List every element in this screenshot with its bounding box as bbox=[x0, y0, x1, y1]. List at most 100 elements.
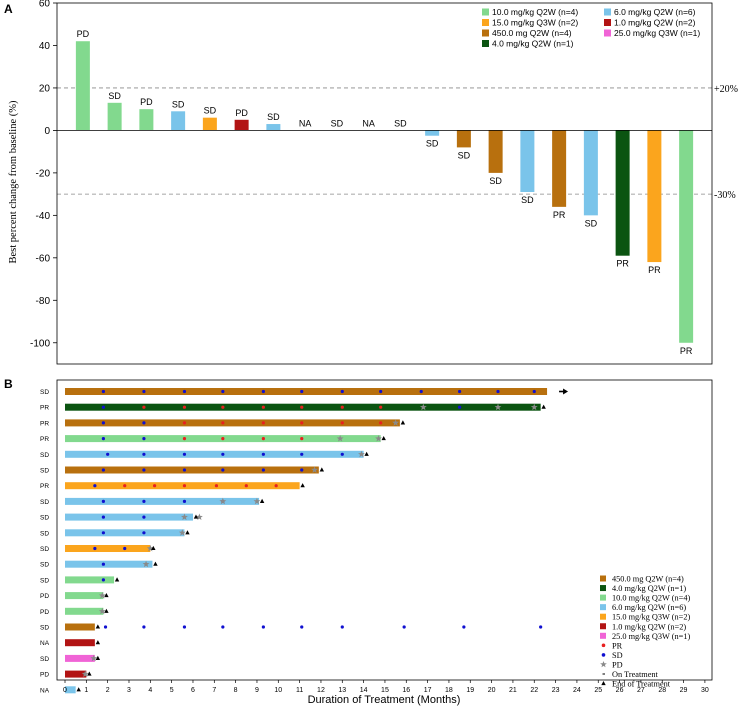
pd-star-marker bbox=[419, 403, 427, 411]
pr-marker bbox=[182, 405, 187, 409]
legend-swatch bbox=[600, 613, 606, 620]
panel-b-xtick-label: 25 bbox=[594, 687, 602, 694]
bar-label: SD bbox=[331, 118, 344, 128]
sd-marker bbox=[182, 468, 187, 472]
pr-marker bbox=[261, 421, 265, 425]
pr-marker bbox=[221, 437, 225, 441]
bar-label: SD bbox=[394, 118, 407, 128]
legend-label: 450.0 mg Q2W (n=4) bbox=[492, 28, 572, 38]
sd-marker bbox=[123, 546, 127, 551]
sd-marker bbox=[340, 452, 344, 456]
sd-marker bbox=[142, 389, 146, 394]
bar bbox=[552, 130, 567, 207]
pd-star-marker bbox=[494, 403, 502, 411]
pr-marker bbox=[244, 484, 248, 488]
end-of-treatment-marker bbox=[151, 545, 156, 551]
row-label: SD bbox=[40, 656, 49, 663]
bar-label: PR bbox=[616, 259, 629, 269]
pr-marker bbox=[379, 421, 383, 425]
pr-marker bbox=[340, 421, 344, 425]
panel-b-xtick-label: 26 bbox=[616, 687, 624, 694]
bar bbox=[139, 109, 154, 131]
pd-star-marker bbox=[375, 435, 382, 442]
sd-marker bbox=[300, 468, 304, 472]
bar-label: SD bbox=[489, 176, 502, 186]
pr-marker bbox=[261, 437, 265, 441]
panel-a-ytick-label: -80 bbox=[36, 296, 51, 307]
sd-marker bbox=[221, 452, 225, 456]
panel-a-ytick-label: -60 bbox=[36, 253, 51, 264]
sd-marker bbox=[182, 389, 187, 394]
sd-marker bbox=[300, 625, 304, 629]
bar-label: PR bbox=[648, 265, 661, 275]
legend-swatch bbox=[600, 623, 606, 630]
panel-b-xtick-label: 18 bbox=[445, 687, 453, 694]
end-of-treatment-marker bbox=[319, 467, 325, 472]
panel-b-xtick-label: 11 bbox=[296, 687, 303, 694]
bar-label: PD bbox=[235, 108, 248, 118]
row-label: SD bbox=[40, 452, 49, 459]
sd-marker bbox=[261, 625, 265, 629]
pd-star-marker bbox=[142, 560, 150, 568]
legend-swatch bbox=[600, 594, 606, 601]
row-label: SD bbox=[40, 468, 49, 475]
bar-label: SD bbox=[521, 195, 534, 205]
pd-star-marker bbox=[90, 654, 98, 662]
bar-label: SD bbox=[458, 150, 471, 160]
panel-b-xtick-label: 29 bbox=[680, 687, 688, 694]
legend-label: 4.0 mg/kg Q2W (n=1) bbox=[612, 584, 686, 593]
legend-label: 15.0 mg/kg Q3W (n=2) bbox=[612, 613, 691, 622]
sd-marker bbox=[221, 389, 225, 394]
pr-marker bbox=[123, 484, 127, 488]
treatment-bar bbox=[65, 686, 76, 694]
end-of-treatment-marker bbox=[381, 436, 386, 441]
bar-label: PR bbox=[553, 210, 566, 220]
sd-marker bbox=[142, 437, 146, 441]
legend-swatch bbox=[604, 8, 611, 16]
legend-label: 450.0 mg Q2W (n=4) bbox=[612, 575, 684, 584]
sd-marker bbox=[101, 437, 105, 441]
sd-marker bbox=[182, 499, 187, 503]
end-of-treatment-marker bbox=[400, 420, 406, 425]
panel-b-xtick-label: 30 bbox=[701, 687, 709, 694]
pd-star-marker bbox=[253, 497, 261, 505]
bar bbox=[615, 130, 630, 256]
panel-b-xtick-label: 1 bbox=[84, 687, 88, 694]
treatment-bar bbox=[65, 639, 95, 647]
bar bbox=[75, 41, 90, 131]
treatment-bar bbox=[65, 654, 95, 662]
panel-a-label: A bbox=[4, 2, 13, 16]
panel-b-xtick-label: 28 bbox=[658, 687, 666, 694]
pr-marker bbox=[182, 484, 187, 488]
sd-marker bbox=[300, 452, 304, 456]
legend-dot bbox=[601, 653, 606, 657]
row-label: SD bbox=[40, 389, 49, 396]
panel-b-xtick-label: 2 bbox=[106, 687, 110, 694]
legend-label: PD bbox=[612, 660, 623, 669]
pr-marker bbox=[300, 421, 304, 425]
bar bbox=[425, 130, 440, 136]
treatment-bar bbox=[65, 560, 153, 568]
pd-star-marker bbox=[195, 513, 203, 521]
bar bbox=[520, 130, 535, 192]
bar bbox=[234, 119, 249, 131]
sd-marker bbox=[101, 499, 105, 503]
pr-marker bbox=[261, 405, 265, 409]
sd-marker bbox=[106, 452, 110, 456]
row-label: SD bbox=[40, 625, 49, 632]
panel-a-bars: PD SD PD SD SD PD SD NA SD NA SD SD SD SD SD PR SD PR PR PR bbox=[75, 29, 694, 356]
pd-star-marker bbox=[358, 450, 365, 458]
end-of-treatment-marker bbox=[541, 404, 546, 409]
pd-star-marker bbox=[336, 435, 344, 442]
pr-marker bbox=[300, 437, 304, 441]
sd-marker bbox=[101, 389, 105, 394]
legend-label: 6.0 mg/kg Q2W (n=6) bbox=[612, 603, 686, 612]
row-label: SD bbox=[40, 562, 49, 569]
legend-swatch bbox=[482, 29, 489, 37]
pr-marker bbox=[340, 405, 344, 409]
sd-marker bbox=[221, 468, 225, 472]
legend-swatch bbox=[482, 19, 489, 26]
sd-marker bbox=[300, 389, 304, 394]
sd-marker bbox=[142, 531, 146, 535]
panel-a-ytick-label: -100 bbox=[30, 338, 50, 349]
